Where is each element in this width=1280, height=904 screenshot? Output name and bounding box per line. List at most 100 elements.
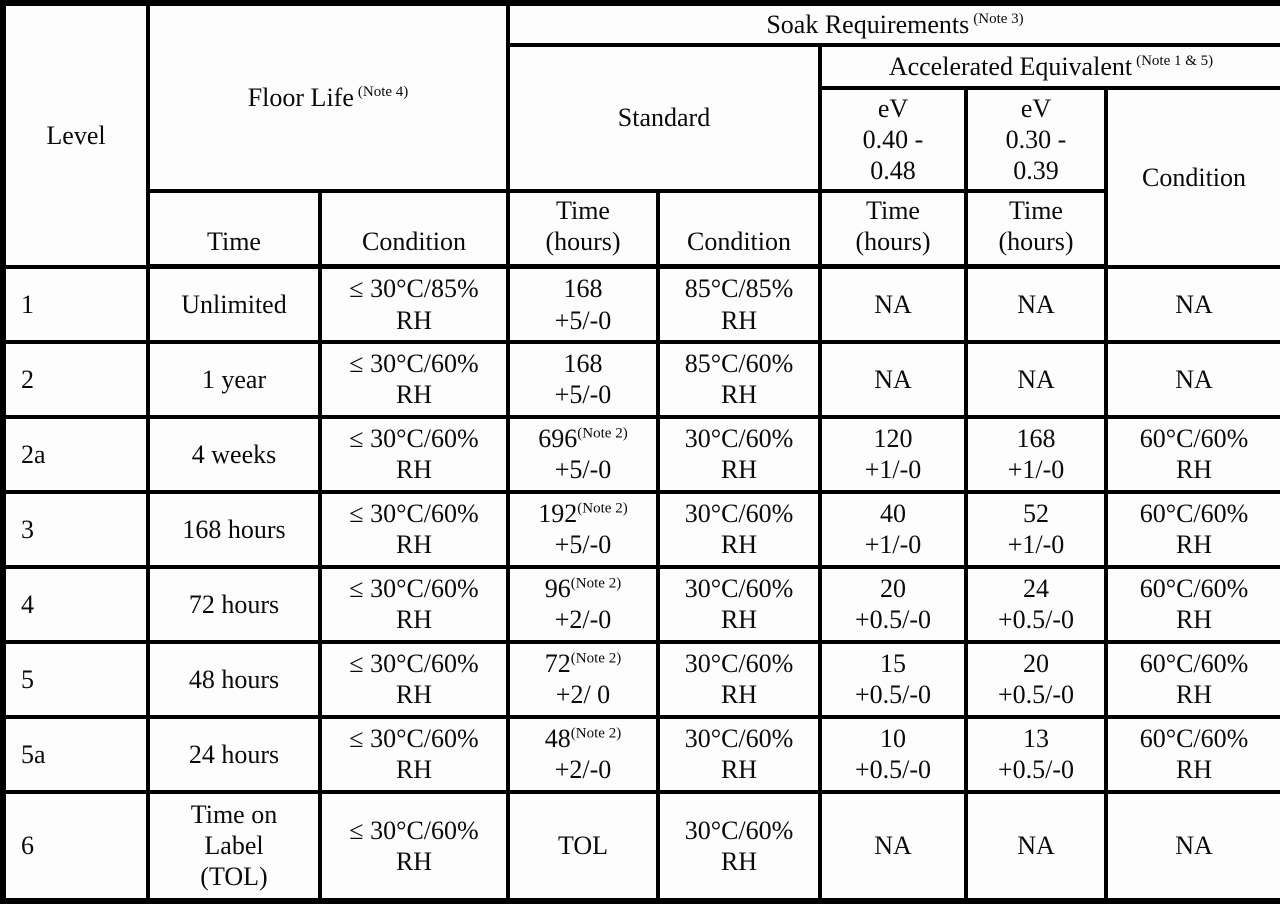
cell-floor-time: Unlimited (146, 264, 322, 344)
cell-floor-time: 4 weeks (146, 414, 322, 494)
subheader-ev-030-039-time: Time (hours) (964, 189, 1108, 270)
cell-standard-time: 48(Note 2) +2/-0 (506, 714, 660, 794)
header-soak-requirements: Soak Requirements (Note 3) (505, 1, 1280, 47)
cell-standard-condition: 85°C/60% RH (656, 339, 822, 419)
cell-floor-condition: ≤ 30°C/60% RH (318, 489, 510, 569)
cell-ev-030-039-time: 168 +1/-0 (964, 414, 1108, 494)
cell-floor-condition: ≤ 30°C/60% RH (318, 639, 510, 719)
note-superscript: (Note 2) (570, 575, 622, 592)
note-superscript: (Note 2) (577, 425, 628, 442)
cell-ev-040-048-time: NA (818, 264, 968, 344)
cell-standard-time: 192(Note 2) +5/-0 (506, 489, 660, 569)
header-standard: Standard (506, 43, 822, 193)
cell-accelerated-condition: 60°C/60% RH (1103, 414, 1280, 494)
subheader-standard-time: Time (hours) (506, 189, 660, 270)
header-ev-030-039: eV 0.30 - 0.39 (964, 86, 1108, 193)
cell-standard-time: TOL (506, 789, 660, 903)
cell-level: 4 (1, 564, 150, 644)
header-floor-life: Floor Life (Note 4) (146, 1, 510, 193)
cell-floor-time: 72 hours (146, 564, 322, 644)
subheader-floor-condition: Condition (318, 189, 510, 270)
cell-level: 2a (1, 414, 150, 494)
cell-ev-040-048-time: 40 +1/-0 (818, 489, 968, 569)
header-accelerated-condition: Condition (1103, 86, 1280, 269)
cell-accelerated-condition: 60°C/60% RH (1103, 489, 1280, 569)
cell-ev-040-048-time: NA (818, 339, 968, 419)
cell-level: 6 (1, 789, 150, 903)
cell-ev-030-039-time: 13 +0.5/-0 (964, 714, 1108, 794)
cell-floor-time: 168 hours (146, 489, 322, 569)
header-soak-note: (Note 3) (973, 11, 1024, 28)
subheader-floor-time: Time (146, 189, 322, 270)
cell-floor-time: 48 hours (146, 639, 322, 719)
subheader-standard-condition: Condition (656, 189, 822, 270)
cell-standard-time: 696(Note 2) +5/-0 (506, 414, 660, 494)
cell-standard-condition: 30°C/60% RH (656, 564, 822, 644)
cell-floor-time: 24 hours (146, 714, 322, 794)
header-ev-040-048: eV 0.40 - 0.48 (818, 86, 968, 193)
cell-accelerated-condition: NA (1103, 264, 1280, 344)
cell-ev-030-039-time: NA (964, 789, 1108, 903)
cell-standard-condition: 30°C/60% RH (656, 639, 822, 719)
header-row-2: Standard Accelerated Equivalent (Note 1 &… (3, 43, 1280, 193)
header-row-3: eV 0.40 - 0.48 eV 0.30 - 0.39 Condition (3, 86, 1280, 269)
cell-accelerated-condition: NA (1103, 339, 1280, 419)
table-row: 1 Unlimited ≤ 30°C/85% RH 168 +5/-0 85°C/… (1, 264, 1280, 344)
table-row: 2 1 year ≤ 30°C/60% RH 168 +5/-0 85°C/60%… (1, 339, 1280, 419)
cell-accelerated-condition: 60°C/60% RH (1103, 714, 1280, 794)
header-soak-title: Soak Requirements (766, 9, 970, 39)
cell-ev-030-039-time: NA (964, 339, 1108, 419)
subheader-ev-040-048-time: Time (hours) (818, 189, 968, 270)
cell-ev-040-048-time: 15 +0.5/-0 (818, 639, 968, 719)
cell-floor-time: Time on Label (TOL) (146, 789, 322, 903)
header-accelerated-equivalent: Accelerated Equivalent (Note 1 & 5) (817, 43, 1280, 90)
cell-standard-time: 168 +5/-0 (506, 264, 660, 344)
cell-standard-time: 96(Note 2) +2/-0 (506, 564, 660, 644)
cell-floor-time: 1 year (146, 339, 322, 419)
cell-floor-condition: ≤ 30°C/85% RH (318, 264, 510, 344)
cell-ev-030-039-time: 24 +0.5/-0 (964, 564, 1108, 644)
table-row: 4 72 hours ≤ 30°C/60% RH 96(Note 2) +2/-0… (1, 564, 1280, 644)
note-superscript: (Note 2) (570, 650, 622, 667)
header-accelerated-note: (Note 1 & 5) (1136, 53, 1214, 70)
table-row: 3 168 hours ≤ 30°C/60% RH 192(Note 2) +5/… (1, 489, 1280, 569)
cell-standard-time: 72(Note 2) +2/ 0 (506, 639, 660, 719)
cell-ev-040-048-time: 10 +0.5/-0 (818, 714, 968, 794)
cell-floor-condition: ≤ 30°C/60% RH (318, 339, 510, 419)
cell-standard-condition: 30°C/60% RH (656, 414, 822, 494)
header-row-4: Time Condition Time (hours) Condition Ti… (3, 189, 1280, 270)
cell-floor-condition: ≤ 30°C/60% RH (318, 564, 510, 644)
cell-standard-condition: 30°C/60% RH (656, 789, 822, 903)
cell-accelerated-condition: 60°C/60% RH (1103, 639, 1280, 719)
header-floor-life-title: Floor Life (247, 82, 354, 112)
cell-ev-030-039-time: NA (964, 264, 1108, 344)
note-superscript: (Note 2) (570, 725, 622, 742)
table-row: 5a 24 hours ≤ 30°C/60% RH 48(Note 2) +2/-… (1, 714, 1280, 794)
cell-ev-040-048-time: 20 +0.5/-0 (818, 564, 968, 644)
cell-ev-040-048-time: 120 +1/-0 (818, 414, 968, 494)
header-level: Level (1, 1, 150, 269)
header-floor-life-note: (Note 4) (357, 84, 409, 101)
header-row-1: Level Floor Life (Note 4) Soak Requiremen… (1, 1, 1280, 269)
table-row: 2a 4 weeks ≤ 30°C/60% RH 696(Note 2) +5/-… (1, 414, 1280, 494)
cell-standard-condition: 30°C/60% RH (656, 714, 822, 794)
cell-level: 1 (1, 264, 150, 344)
note-superscript: (Note 2) (577, 500, 628, 517)
cell-ev-030-039-time: 52 +1/-0 (964, 489, 1108, 569)
cell-floor-condition: ≤ 30°C/60% RH (318, 414, 510, 494)
table-row: 5 48 hours ≤ 30°C/60% RH 72(Note 2) +2/ 0… (1, 639, 1280, 719)
table-row: 6 Time on Label (TOL) ≤ 30°C/60% RH TOL … (1, 789, 1280, 903)
cell-floor-condition: ≤ 30°C/60% RH (318, 789, 510, 903)
cell-standard-condition: 85°C/85% RH (656, 264, 822, 344)
cell-level: 3 (1, 489, 150, 569)
cell-accelerated-condition: NA (1103, 789, 1280, 903)
cell-level: 2 (1, 339, 150, 419)
cell-level: 5a (1, 714, 150, 794)
cell-accelerated-condition: 60°C/60% RH (1103, 564, 1280, 644)
cell-ev-040-048-time: NA (818, 789, 968, 903)
cell-floor-condition: ≤ 30°C/60% RH (318, 714, 510, 794)
cell-standard-time: 168 +5/-0 (506, 339, 660, 419)
header-accelerated-title: Accelerated Equivalent (888, 51, 1133, 81)
cell-level: 5 (1, 639, 150, 719)
